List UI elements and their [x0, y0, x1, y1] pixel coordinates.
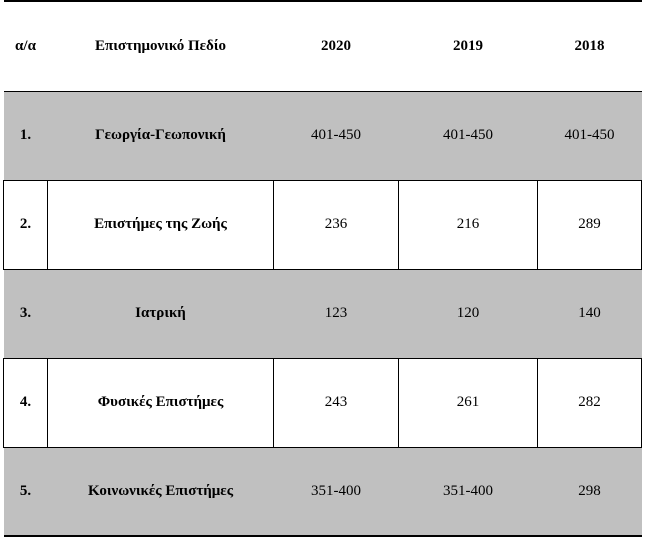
header-2020: 2020	[321, 37, 351, 54]
row-value-2018: 140	[537, 268, 642, 359]
row-value-2020: 236	[273, 179, 399, 270]
row-field: Φυσικές Επιστήμες	[47, 357, 274, 448]
table-header: α/α Επιστημονικό Πεδίο 2020 2019 2018	[3, 1, 642, 91]
ranking-table: α/α Επιστημονικό Πεδίο 2020 2019 2018 1.…	[3, 0, 642, 537]
row-value-2019: 216	[398, 179, 538, 270]
table-row: 4. Φυσικές Επιστήμες 243 261 282	[3, 357, 642, 448]
row-field: Ιατρική	[47, 268, 274, 359]
row-field: Γεωργία-Γεωπονική	[47, 90, 274, 181]
row-field: Κοινωνικές Επιστήμες	[47, 446, 274, 537]
row-value-2019: 351-400	[398, 446, 538, 537]
row-value-2020: 243	[273, 357, 399, 448]
header-field: Επιστημονικό Πεδίο	[95, 37, 226, 54]
row-index: 2.	[3, 179, 48, 270]
row-value-2020: 123	[273, 268, 399, 359]
row-index: 5.	[3, 446, 48, 537]
header-index: α/α	[15, 37, 36, 54]
row-value-2018: 289	[537, 179, 642, 270]
ranking-table-container: α/α Επιστημονικό Πεδίο 2020 2019 2018 1.…	[3, 0, 642, 548]
row-value-2019: 401-450	[398, 90, 538, 181]
row-value-2019: 261	[398, 357, 538, 448]
row-value-2020: 351-400	[273, 446, 399, 537]
row-index: 1.	[3, 90, 48, 181]
row-field: Επιστήμες της Ζωής	[47, 179, 274, 270]
row-value-2019: 120	[398, 268, 538, 359]
header-row: α/α Επιστημονικό Πεδίο 2020 2019 2018	[3, 1, 642, 91]
header-2018: 2018	[574, 37, 605, 54]
row-value-2018: 298	[537, 446, 642, 537]
row-value-2018: 401-450	[537, 90, 642, 181]
table-row: 3. Ιατρική 123 120 140	[3, 268, 642, 359]
header-2019: 2019	[453, 37, 483, 54]
row-value-2018: 282	[537, 357, 642, 448]
table-row: 5. Κοινωνικές Επιστήμες 351-400 351-400 …	[3, 446, 642, 537]
row-value-2020: 401-450	[273, 90, 399, 181]
row-index: 3.	[3, 268, 48, 359]
table-row: 2. Επιστήμες της Ζωής 236 216 289	[3, 179, 642, 270]
table-row: 1. Γεωργία-Γεωπονική 401-450 401-450 401…	[3, 90, 642, 181]
table-body: 1. Γεωργία-Γεωπονική 401-450 401-450 401…	[3, 90, 642, 537]
row-index: 4.	[3, 357, 48, 448]
